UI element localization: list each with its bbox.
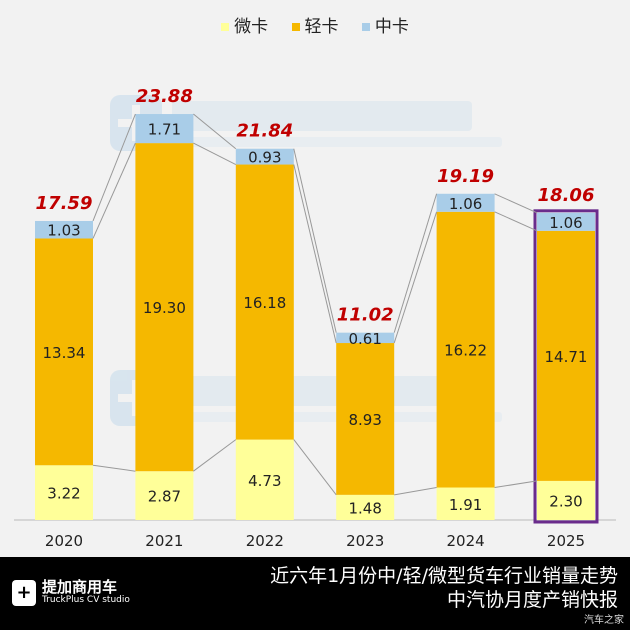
footer: + 提加商用车 TruckPlus CV studio 近六年1月份中/轻/微型… [0, 557, 630, 630]
x-tick-label: 2023 [346, 532, 384, 550]
bar-segment-2022-2 [235, 148, 294, 165]
bar-segment-2022-1 [235, 164, 294, 440]
total-label: 11.02 [337, 305, 394, 326]
data-label: 16.18 [243, 294, 286, 312]
legend: 微卡 轻卡 中卡 [0, 12, 630, 37]
data-label: 1.06 [449, 195, 482, 213]
bar-segment-2021-1 [135, 143, 194, 472]
legend-item-medium: 中卡 [361, 17, 409, 37]
total-label: 23.88 [136, 86, 193, 107]
data-label: 0.61 [348, 330, 381, 348]
watermark-logo-wordmark [172, 376, 472, 406]
bar-segment-2023-1 [336, 343, 395, 495]
connector-line [193, 113, 237, 150]
bar-segment-2021-0 [135, 471, 194, 520]
legend-swatch [291, 23, 300, 31]
connector-line [92, 113, 136, 222]
data-label: 16.22 [444, 342, 487, 360]
connector-line [293, 164, 337, 344]
connector-line [393, 193, 438, 333]
connector-line [293, 148, 337, 333]
logo: + 提加商用车 TruckPlus CV studio [12, 579, 130, 606]
bar-segment-2023-0 [336, 494, 395, 520]
bar-segment-2020-2 [35, 220, 93, 239]
bar-segment-2020-0 [35, 465, 93, 520]
bar-segment-2024-2 [436, 193, 495, 212]
bar-segment-2025-1 [537, 230, 595, 481]
x-tick-label: 2024 [447, 532, 485, 550]
connector-line [293, 439, 337, 496]
legend-swatch [361, 23, 370, 31]
total-label: 18.06 [538, 185, 595, 206]
data-label: 19.30 [143, 299, 186, 317]
bar-segment-2023-2 [336, 332, 395, 344]
connector-line [494, 211, 538, 232]
watermark-logo-wordmark [172, 101, 472, 131]
data-label: 13.34 [43, 344, 86, 362]
bar-segment-2025-0 [537, 480, 595, 520]
total-label: 19.19 [437, 166, 494, 187]
corner-watermark: 汽车之家 [584, 615, 624, 626]
connector-line [92, 142, 136, 239]
connector-line [394, 487, 437, 496]
data-label: 1.48 [348, 499, 381, 517]
data-label: 3.22 [47, 485, 80, 503]
chart-title: 近六年1月份中/轻/微型货车行业销量走势 [270, 565, 618, 587]
bar-segment-2022-0 [235, 439, 294, 520]
connector-line [393, 211, 438, 344]
x-tick-label: 2022 [246, 532, 284, 550]
chart-source: 中汽协月度产销快报 [446, 589, 618, 611]
x-tick-label: 2020 [45, 532, 83, 550]
stacked-bar-chart: 3.22 13.34 1.03 17.59 2020 2.87 19.30 1.71 23.88… [14, 86, 616, 550]
data-label: 0.93 [248, 149, 281, 167]
legend-item-micro: 微卡 [221, 17, 268, 37]
logo-icon: + [12, 579, 36, 606]
data-label: 1.71 [148, 121, 181, 139]
connector-line [494, 480, 538, 489]
data-label: 2.87 [148, 488, 181, 506]
legend-swatch [221, 23, 230, 31]
data-label: 14.71 [545, 348, 588, 366]
highlight-box [533, 209, 599, 524]
bar-segment-2021-2 [135, 114, 194, 144]
data-label: 2.30 [549, 492, 582, 510]
legend-item-light: 轻卡 [291, 17, 339, 37]
data-label: 1.06 [549, 214, 582, 232]
data-label: 1.03 [47, 222, 80, 240]
bar-segment-2024-0 [436, 487, 495, 520]
x-tick-label: 2021 [145, 532, 183, 550]
connector-line [494, 193, 538, 214]
data-label: 1.91 [449, 496, 482, 514]
x-tick-label: 2025 [547, 532, 585, 550]
bar-segment-2024-1 [436, 211, 495, 488]
connector-line [193, 439, 237, 472]
watermark-logo-wordmark [172, 137, 502, 147]
bar-segment-2025-2 [537, 212, 595, 231]
total-label: 17.59 [36, 193, 93, 214]
total-label: 21.84 [236, 121, 293, 142]
data-label: 4.73 [248, 472, 281, 490]
data-label: 8.93 [348, 411, 381, 429]
connector-line [193, 142, 237, 165]
bar-segment-2020-1 [35, 238, 93, 466]
connector-line [92, 464, 136, 472]
